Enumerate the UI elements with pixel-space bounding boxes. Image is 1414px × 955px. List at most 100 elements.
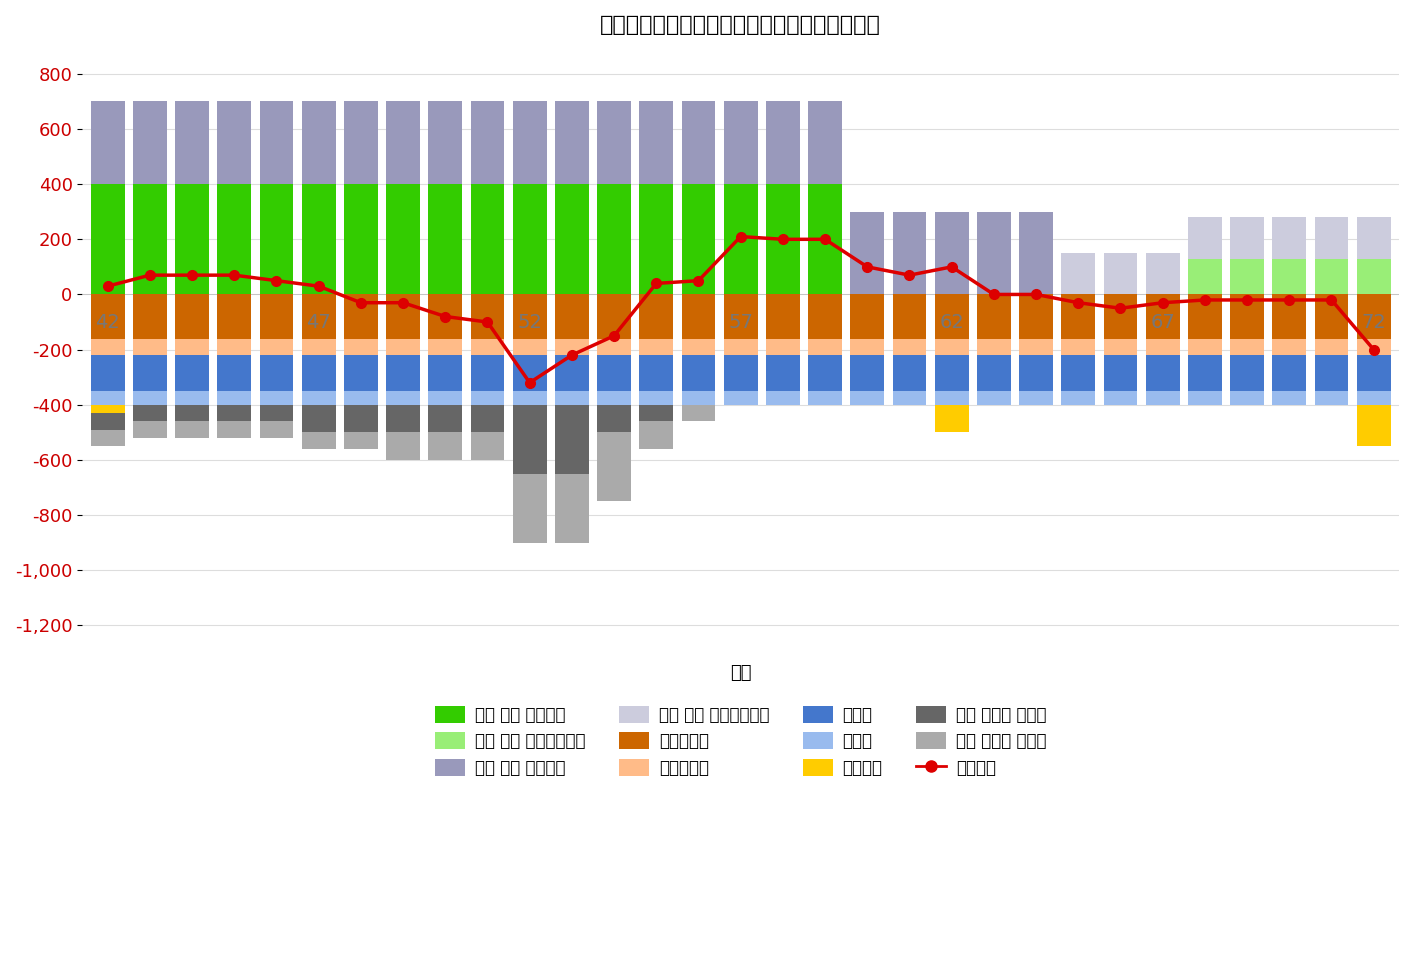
Text: 47: 47 (307, 312, 331, 331)
Bar (554, 184, 588, 294)
Bar (1273, 339, 1307, 355)
Bar (471, 355, 505, 391)
Bar (513, 184, 547, 294)
Bar (935, 212, 969, 294)
Bar (597, 433, 631, 501)
Bar (1188, 391, 1222, 405)
Bar (301, 355, 335, 391)
Bar (471, 405, 505, 433)
Bar (935, 339, 969, 355)
Bar (1103, 253, 1137, 294)
Bar (682, 355, 715, 391)
Bar (1188, 259, 1222, 294)
Bar (766, 294, 800, 339)
Bar (1273, 355, 1307, 391)
Bar (850, 355, 884, 391)
Bar (175, 421, 209, 437)
Bar (554, 294, 588, 339)
Bar (766, 184, 800, 294)
Bar (428, 405, 462, 433)
Bar (90, 430, 124, 446)
Bar (1103, 339, 1137, 355)
Bar (892, 355, 926, 391)
Bar (428, 433, 462, 460)
Bar (218, 391, 252, 405)
Bar (597, 355, 631, 391)
Bar (1230, 259, 1264, 294)
Bar (1357, 259, 1390, 294)
Bar (639, 339, 673, 355)
Bar (386, 294, 420, 339)
Bar (1145, 294, 1179, 339)
Bar (724, 184, 758, 294)
Bar (471, 433, 505, 460)
Bar (175, 294, 209, 339)
Bar (386, 339, 420, 355)
Bar (344, 339, 378, 355)
Bar (513, 294, 547, 339)
Bar (554, 355, 588, 391)
Bar (724, 294, 758, 339)
Bar (218, 421, 252, 437)
Bar (1357, 355, 1390, 391)
Bar (850, 391, 884, 405)
Bar (892, 339, 926, 355)
Bar (1315, 217, 1349, 259)
Bar (90, 355, 124, 391)
Bar (597, 101, 631, 184)
Bar (809, 391, 841, 405)
Bar (260, 355, 293, 391)
Bar (301, 391, 335, 405)
Bar (977, 339, 1011, 355)
Bar (218, 184, 252, 294)
Bar (1357, 339, 1390, 355)
Bar (513, 474, 547, 542)
Bar (133, 391, 167, 405)
Bar (639, 391, 673, 405)
Bar (344, 391, 378, 405)
Bar (471, 391, 505, 405)
Bar (133, 355, 167, 391)
Bar (513, 405, 547, 474)
Bar (977, 294, 1011, 339)
Text: 67: 67 (1151, 312, 1175, 331)
Bar (1315, 339, 1349, 355)
Bar (639, 355, 673, 391)
Bar (809, 294, 841, 339)
Bar (471, 339, 505, 355)
Bar (1357, 391, 1390, 405)
Bar (344, 433, 378, 449)
Bar (90, 101, 124, 184)
Bar (892, 212, 926, 294)
Bar (1273, 217, 1307, 259)
Bar (1145, 355, 1179, 391)
Bar (597, 339, 631, 355)
Bar (935, 405, 969, 433)
Bar (597, 294, 631, 339)
Bar (1273, 259, 1307, 294)
Bar (977, 391, 1011, 405)
Bar (133, 101, 167, 184)
Bar (1145, 339, 1179, 355)
Bar (301, 101, 335, 184)
Bar (639, 421, 673, 449)
Bar (1315, 294, 1349, 339)
Bar (1019, 339, 1053, 355)
Bar (1230, 217, 1264, 259)
Bar (935, 355, 969, 391)
Bar (175, 184, 209, 294)
Bar (554, 391, 588, 405)
Bar (513, 391, 547, 405)
Bar (513, 101, 547, 184)
Bar (260, 405, 293, 421)
Bar (809, 184, 841, 294)
Bar (682, 184, 715, 294)
Bar (301, 405, 335, 433)
Bar (1103, 391, 1137, 405)
Bar (682, 405, 715, 421)
X-axis label: 年齢: 年齢 (730, 664, 751, 682)
Bar (386, 391, 420, 405)
Bar (850, 339, 884, 355)
Bar (386, 184, 420, 294)
Bar (428, 391, 462, 405)
